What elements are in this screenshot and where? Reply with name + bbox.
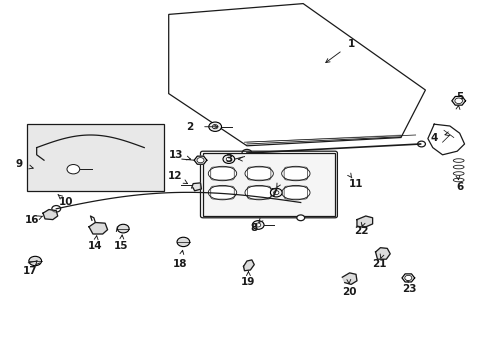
Text: 5: 5 — [455, 92, 462, 102]
FancyBboxPatch shape — [27, 124, 163, 191]
Circle shape — [255, 223, 260, 227]
Text: 3: 3 — [225, 154, 232, 164]
Circle shape — [212, 125, 218, 129]
Text: 17: 17 — [23, 266, 38, 276]
Text: 13: 13 — [168, 150, 183, 160]
Circle shape — [208, 122, 221, 131]
Polygon shape — [43, 210, 58, 220]
Polygon shape — [203, 153, 334, 216]
Circle shape — [252, 221, 264, 229]
Text: 8: 8 — [250, 222, 257, 233]
Polygon shape — [356, 216, 372, 228]
Text: 10: 10 — [59, 197, 73, 207]
Circle shape — [177, 237, 189, 247]
Polygon shape — [342, 273, 356, 284]
Text: 18: 18 — [172, 258, 187, 269]
Text: 15: 15 — [114, 240, 128, 251]
Ellipse shape — [208, 166, 236, 181]
Circle shape — [52, 206, 61, 212]
Circle shape — [273, 191, 278, 194]
Text: 12: 12 — [167, 171, 182, 181]
Polygon shape — [375, 248, 389, 259]
Text: 22: 22 — [353, 226, 367, 236]
Text: 19: 19 — [241, 276, 255, 287]
Ellipse shape — [244, 185, 273, 200]
Text: 6: 6 — [455, 182, 462, 192]
Text: 23: 23 — [402, 284, 416, 294]
Circle shape — [404, 275, 411, 280]
Text: 2: 2 — [186, 122, 193, 132]
Ellipse shape — [208, 185, 236, 200]
Text: 20: 20 — [342, 287, 356, 297]
Polygon shape — [243, 260, 254, 271]
Circle shape — [417, 141, 425, 147]
Text: 9: 9 — [15, 159, 22, 169]
Circle shape — [29, 256, 41, 266]
Circle shape — [223, 155, 234, 163]
Ellipse shape — [281, 185, 309, 200]
Text: 11: 11 — [348, 179, 363, 189]
Ellipse shape — [281, 166, 309, 181]
Polygon shape — [194, 156, 206, 164]
Text: 21: 21 — [371, 258, 386, 269]
Text: 1: 1 — [347, 39, 354, 49]
Text: 7: 7 — [269, 188, 277, 198]
Circle shape — [67, 165, 80, 174]
Text: 4: 4 — [429, 132, 437, 143]
Polygon shape — [191, 183, 201, 191]
Text: 16: 16 — [24, 215, 39, 225]
Polygon shape — [451, 96, 465, 105]
Circle shape — [296, 215, 304, 221]
Circle shape — [197, 158, 203, 163]
Circle shape — [242, 149, 251, 157]
Circle shape — [454, 98, 462, 104]
Polygon shape — [89, 222, 107, 234]
Circle shape — [117, 224, 129, 233]
Text: 14: 14 — [88, 240, 102, 251]
Circle shape — [270, 188, 282, 197]
Circle shape — [226, 157, 231, 161]
Ellipse shape — [244, 166, 273, 181]
Polygon shape — [401, 274, 414, 282]
